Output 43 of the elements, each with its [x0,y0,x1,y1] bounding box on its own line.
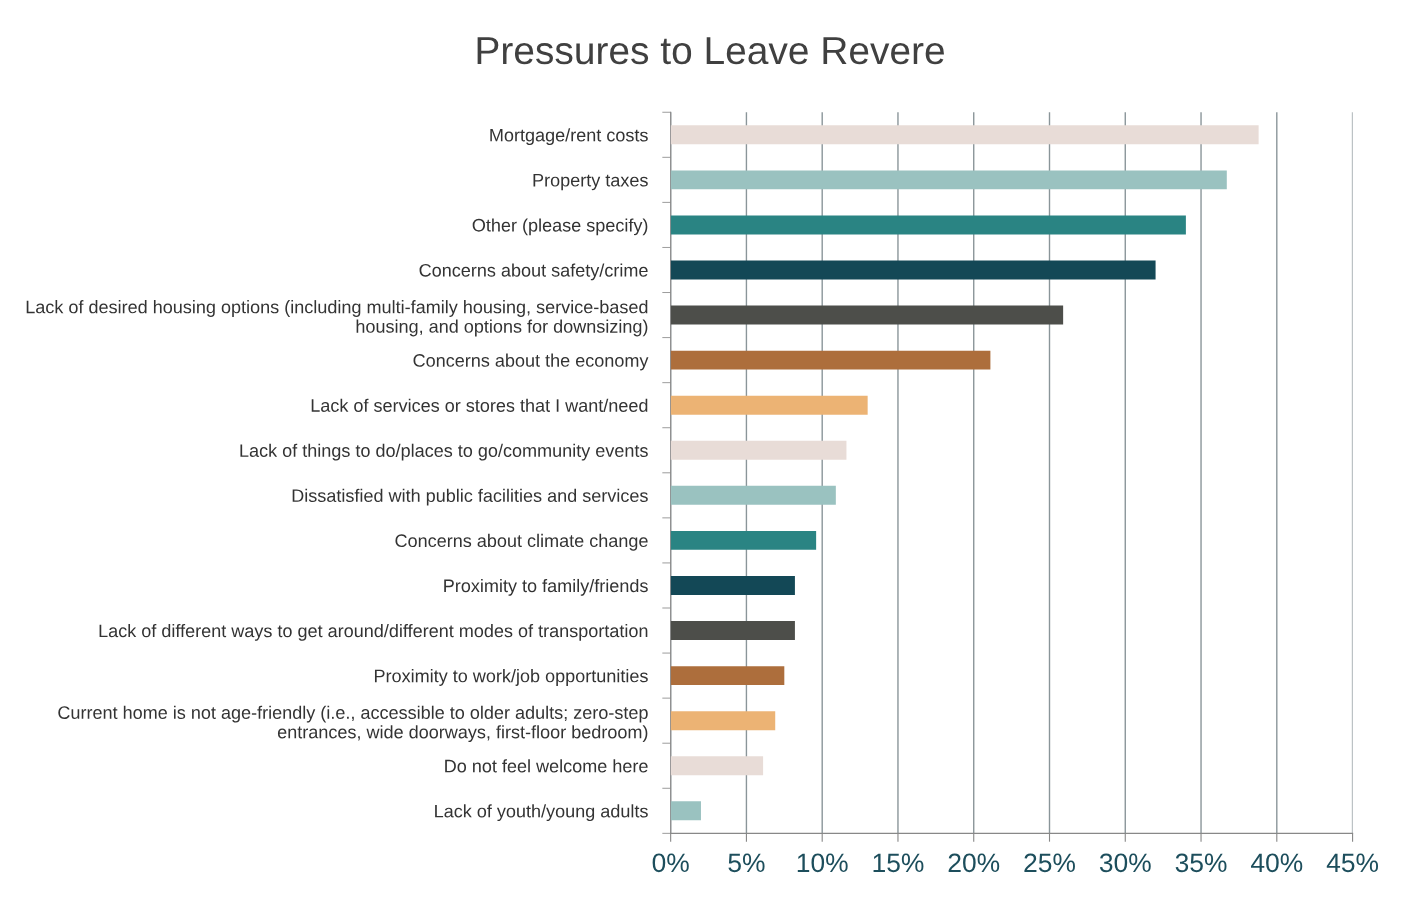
x-tick-label: 30% [1099,853,1151,873]
x-tick-label: 20% [948,853,1000,873]
y-tick-label: Concerns about the economy [413,353,649,371]
bar [670,756,764,776]
bar [670,260,1156,280]
y-tick-label: Lack of things to do/places to go/community events [240,443,648,461]
x-tick-label: 45% [1326,853,1379,873]
bar [670,170,1227,190]
x-tick-label: 10% [797,853,848,873]
y-tick-label: Lack of services or stores that I want/need [311,398,648,412]
y-tick-label: Concerns about climate change [395,533,648,551]
y-tick-label: Other (please specify) [472,218,648,236]
bar [670,305,1064,325]
x-tick-label: 15% [873,853,924,873]
bar [670,215,1186,235]
bar [670,440,847,460]
y-tick-label: Lack of youth/young adults [435,804,648,822]
x-tick-label: 35% [1175,853,1227,873]
bar [670,666,785,686]
y-tick-label: Current home is not age-friendly (i.e., accessible to older adults; zero-step entrances, wide doorways, first-floor bedroom) [58,705,648,742]
y-tick-label: Proximity to work/job opportunities [374,669,648,686]
y-tick-label: Lack of different ways to get around/different modes of transportation [99,623,648,641]
x-tick-label: 25% [1024,853,1075,873]
bar [670,530,817,550]
chart-title: Pressures to Leave Revere [477,37,944,65]
x-tick-label: 5% [728,853,765,873]
y-tick-label: Do not feel welcome here [445,759,648,773]
y-tick-label: Proximity to family/friends [444,578,648,596]
bar [670,125,1259,145]
y-tick-label: Lack of desired housing options (including multi-family housing, service-based housing, and options for downsizing) [26,300,648,337]
bar [670,395,868,415]
bar [670,576,795,595]
x-tick-label: 40% [1251,853,1303,873]
y-tick-label: Mortgage/rent costs [490,128,648,146]
bar [670,621,795,640]
bar [670,350,991,370]
x-tick-label: 0% [652,853,689,873]
bar [670,801,701,821]
bar [670,711,776,731]
y-tick-label: Property taxes [533,173,648,191]
y-tick-label: Concerns about safety/crime [419,263,648,281]
bar [670,485,836,505]
y-tick-label: Dissatisfied with public facilities and services [292,488,648,506]
